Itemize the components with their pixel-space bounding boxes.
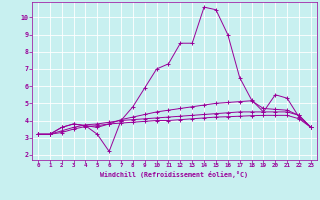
X-axis label: Windchill (Refroidissement éolien,°C): Windchill (Refroidissement éolien,°C): [100, 171, 248, 178]
